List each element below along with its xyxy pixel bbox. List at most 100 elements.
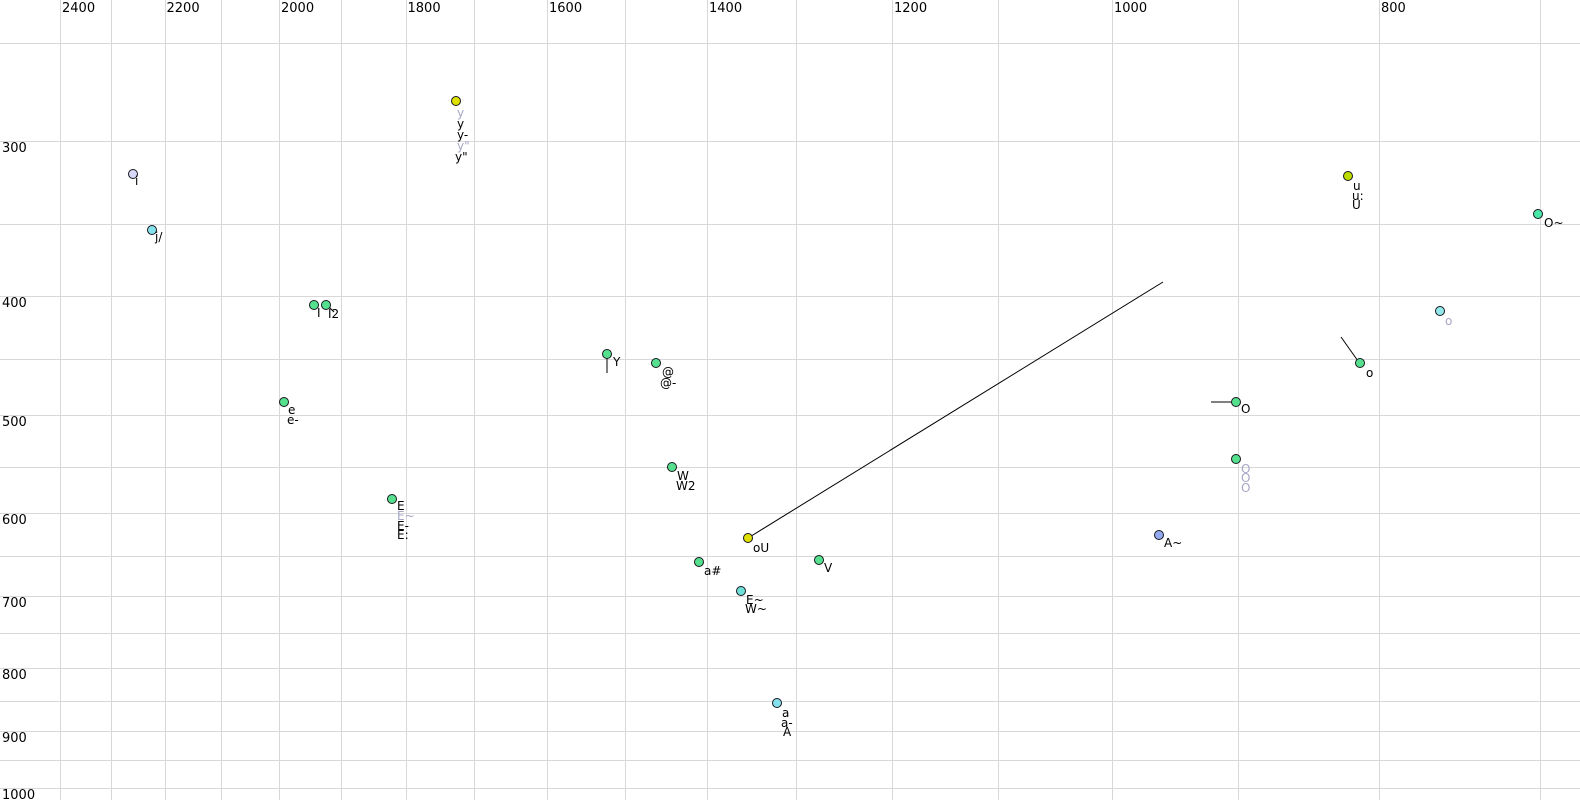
y-axis-tick-label: 500 xyxy=(2,415,27,430)
vertical-gridline xyxy=(624,0,626,800)
data-point-label: W2 xyxy=(676,479,696,493)
data-point-label: u xyxy=(1353,179,1361,193)
data-point-label: O xyxy=(1241,471,1251,485)
data-point-marker[interactable] xyxy=(279,397,289,407)
horizontal-gridline xyxy=(0,668,1580,669)
x-axis-tick-label: 1800 xyxy=(407,1,441,16)
horizontal-gridline xyxy=(0,788,1580,789)
data-point-label: E- xyxy=(397,519,409,533)
vertical-gridline xyxy=(1379,0,1380,800)
data-point-marker[interactable] xyxy=(128,169,138,179)
data-point-marker[interactable] xyxy=(387,494,397,504)
data-point-marker[interactable] xyxy=(309,300,319,310)
horizontal-gridline xyxy=(0,415,1580,416)
data-point-label: a- xyxy=(781,716,793,730)
horizontal-gridline xyxy=(0,359,1580,360)
data-point-label: I xyxy=(317,306,321,320)
vertical-gridline xyxy=(220,0,222,800)
data-point-marker[interactable] xyxy=(1355,358,1365,368)
x-axis-tick-label: 1200 xyxy=(894,1,928,16)
horizontal-gridline xyxy=(0,513,1580,514)
x-axis-tick-label: 1000 xyxy=(1114,1,1148,16)
data-point-marker[interactable] xyxy=(814,555,824,565)
horizontal-gridline xyxy=(0,633,1580,634)
vertical-gridline xyxy=(164,0,166,800)
x-axis-tick-label: 1600 xyxy=(549,1,583,16)
data-point-marker[interactable] xyxy=(694,557,704,567)
vertical-gridline xyxy=(60,0,61,800)
data-point-label: y" xyxy=(455,150,468,164)
annotation-line xyxy=(1340,336,1359,362)
data-point-marker[interactable] xyxy=(1533,209,1543,219)
data-point-label: Y xyxy=(613,355,621,369)
data-point-label: @ xyxy=(662,365,674,379)
y-axis-tick-label: 800 xyxy=(2,668,27,683)
data-point-label: e- xyxy=(287,413,299,427)
data-point-marker[interactable] xyxy=(667,462,677,472)
x-axis-tick-label: 800 xyxy=(1381,1,1406,16)
data-point-label: @- xyxy=(660,376,677,390)
data-point-label: o xyxy=(1366,366,1374,380)
y-axis-tick-label: 1000 xyxy=(2,788,36,800)
y-axis-tick-label: 600 xyxy=(2,513,27,528)
data-point-label: o xyxy=(1445,314,1453,328)
data-point-label: a xyxy=(782,706,790,720)
data-point-label: E~ xyxy=(397,509,415,523)
data-point-marker[interactable] xyxy=(147,225,157,235)
y-axis-tick-label: 300 xyxy=(2,141,27,156)
data-point-marker[interactable] xyxy=(743,533,753,543)
vertical-gridline xyxy=(474,0,475,800)
data-point-label: O xyxy=(1241,462,1251,476)
data-point-label: j/ xyxy=(155,230,163,244)
vertical-gridline xyxy=(111,0,112,800)
data-point-label: O xyxy=(1241,402,1251,416)
data-point-label: i xyxy=(135,174,139,188)
horizontal-gridline xyxy=(0,596,1580,597)
y-axis-tick-label: 700 xyxy=(2,596,27,611)
data-point-label: a# xyxy=(704,564,722,578)
data-point-marker[interactable] xyxy=(1343,171,1353,181)
vertical-gridline xyxy=(707,0,708,800)
data-point-label: y- xyxy=(457,128,469,142)
horizontal-gridline xyxy=(0,760,1580,761)
data-point-marker[interactable] xyxy=(451,96,461,106)
data-point-marker[interactable] xyxy=(321,300,331,310)
horizontal-gridline xyxy=(0,731,1580,732)
data-point-label: E~ xyxy=(746,593,764,607)
data-point-label: E xyxy=(397,499,405,513)
data-point-marker[interactable] xyxy=(1154,530,1164,540)
horizontal-gridline xyxy=(0,43,1580,44)
data-point-label: u: xyxy=(1352,189,1364,203)
vertical-gridline xyxy=(405,0,407,800)
data-point-label: A~ xyxy=(1164,536,1183,550)
data-point-label: oU xyxy=(753,541,770,555)
data-point-label: I2 xyxy=(328,307,340,321)
annotation-line xyxy=(747,281,1164,539)
data-point-label: W~ xyxy=(745,602,767,616)
data-point-label: y xyxy=(457,117,465,131)
data-point-marker[interactable] xyxy=(1231,397,1241,407)
horizontal-gridline xyxy=(0,141,1580,142)
data-point-label: W xyxy=(677,469,689,483)
data-point-marker[interactable] xyxy=(651,358,661,368)
data-point-label: O xyxy=(1241,481,1251,495)
data-point-marker[interactable] xyxy=(1231,454,1241,464)
data-point-label: V xyxy=(824,561,833,575)
data-point-marker[interactable] xyxy=(602,349,612,359)
vertical-gridline xyxy=(340,0,342,800)
vertical-gridline xyxy=(796,0,797,800)
data-point-label: y xyxy=(457,106,465,120)
data-point-marker[interactable] xyxy=(1435,306,1445,316)
vertical-gridline xyxy=(998,0,999,800)
data-point-label: O~ xyxy=(1544,216,1564,230)
data-point-label: A xyxy=(783,725,792,739)
x-axis-tick-label: 2200 xyxy=(166,1,200,16)
data-point-marker[interactable] xyxy=(772,698,782,708)
horizontal-gridline xyxy=(0,295,1580,297)
x-axis-tick-label: 1400 xyxy=(709,1,743,16)
data-point-marker[interactable] xyxy=(736,586,746,596)
data-point-label: E: xyxy=(397,528,409,542)
y-axis-tick-label: 900 xyxy=(2,731,27,746)
